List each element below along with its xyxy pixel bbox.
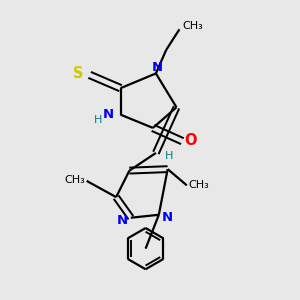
Text: CH₃: CH₃: [182, 21, 203, 31]
Text: H: H: [93, 115, 102, 125]
Text: N: N: [117, 214, 128, 227]
Text: N: N: [162, 211, 173, 224]
Text: CH₃: CH₃: [64, 175, 85, 185]
Text: CH₃: CH₃: [188, 180, 209, 190]
Text: N: N: [152, 61, 163, 74]
Text: O: O: [184, 133, 197, 148]
Text: N: N: [103, 108, 114, 121]
Text: S: S: [73, 66, 84, 81]
Text: H: H: [165, 151, 173, 161]
